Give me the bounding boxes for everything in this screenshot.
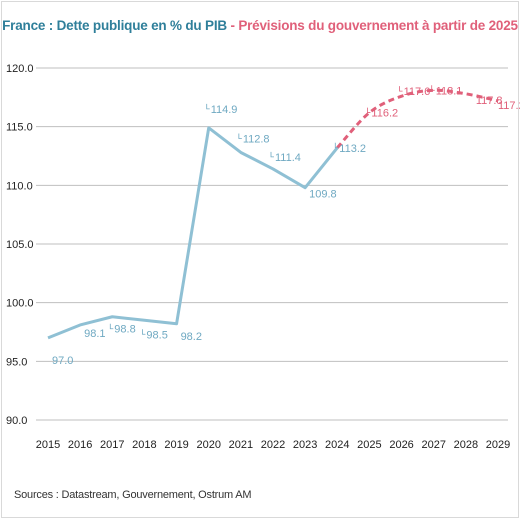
data-label-tick [206,103,210,110]
data-label-tick [399,86,403,92]
data-label-historical: 98.5 [146,329,167,341]
data-label-forecast: 118.1 [436,85,463,97]
y-tick-label: 110.0 [6,180,33,192]
y-tick-label: 120.0 [6,63,34,75]
x-tick-label: 2023 [293,439,317,451]
x-tick-label: 2016 [68,439,92,451]
data-label-historical: 98.2 [181,331,202,343]
source-note: Sources : Datastream, Gouvernement, Ostr… [14,489,252,501]
x-tick-label: 2029 [486,439,510,451]
title-forecast: Prévisions du gouvernement à partir de 2… [238,18,518,33]
data-label-historical: 97.0 [52,355,73,367]
x-tick-label: 2025 [357,439,381,451]
y-tick-label: 115.0 [6,122,33,134]
chart-title: France : Dette publique en % du PIB - Pr… [2,18,518,33]
data-label-tick [142,329,146,335]
title-separator: - [226,18,239,33]
x-tick-label: 2019 [164,439,188,451]
data-label-tick [431,85,435,91]
x-tick-label: 2021 [229,439,253,451]
data-label-forecast: 117.8 [476,95,503,107]
data-label-historical: 98.8 [114,324,135,336]
data-label-tick [270,151,274,158]
x-tick-label: 2022 [261,439,285,451]
data-label-tick [238,133,242,139]
x-tick-label: 2015 [36,439,60,451]
x-tick-label: 2017 [100,439,124,451]
x-tick-label: 2028 [454,439,478,451]
data-label-historical: 113.2 [339,143,366,155]
x-tick-label: 2018 [132,439,156,451]
data-label-historical: 111.4 [275,152,301,164]
data-label-tick [334,142,339,149]
y-tick-label: 95.0 [6,356,27,368]
series-line-historical [47,126,339,340]
x-tick-label: 2024 [325,439,349,451]
series-line-forecast [336,88,499,149]
data-label-tick [367,107,371,113]
data-label-historical: 98.1 [84,328,105,340]
data-label-historical: 112.8 [243,133,270,145]
data-label-forecast: 116.2 [371,108,398,120]
y-tick-label: 100.0 [6,298,34,310]
data-label-forecast: 117.2 [498,100,520,112]
x-tick-label: 2027 [421,439,445,451]
data-label-forecast: 117.6 [404,86,431,98]
y-tick-label: 105.0 [6,239,34,251]
x-tick-label: 2026 [389,439,413,451]
y-tick-label: 90.0 [6,415,27,427]
title-historical: France : Dette publique en % du PIB [2,18,227,33]
data-label-historical: 114.9 [211,104,238,116]
x-tick-label: 2020 [196,439,220,451]
data-label-historical: 109.8 [309,189,337,201]
data-label-tick [109,323,114,330]
